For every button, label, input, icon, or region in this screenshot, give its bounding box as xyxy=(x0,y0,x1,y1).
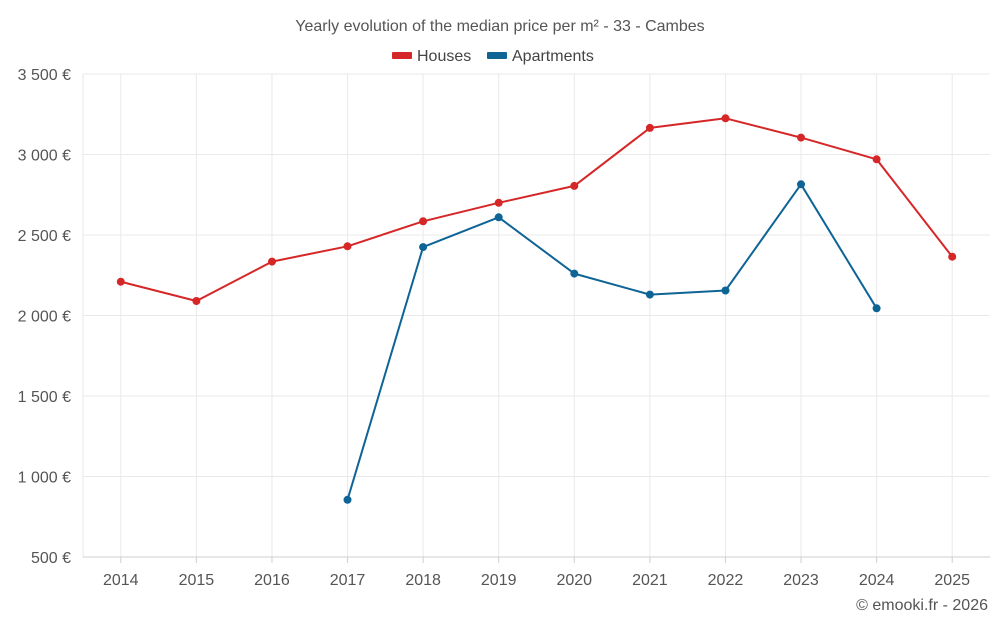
data-point-apartments[interactable] xyxy=(797,180,805,189)
data-point-apartments[interactable] xyxy=(494,213,503,222)
y-tick-label: 1 500 € xyxy=(18,389,71,406)
data-point-houses[interactable] xyxy=(797,133,805,142)
y-tick-label: 500 € xyxy=(31,550,71,567)
data-point-houses[interactable] xyxy=(343,242,352,251)
y-tick-label: 1 000 € xyxy=(18,470,71,487)
y-tick-label: 3 500 € xyxy=(18,67,71,84)
x-tick-label: 2014 xyxy=(103,572,139,589)
data-point-houses[interactable] xyxy=(872,155,881,164)
data-point-apartments[interactable] xyxy=(872,304,881,313)
data-point-houses[interactable] xyxy=(419,217,428,226)
legend-item-apartments[interactable]: Apartments xyxy=(487,48,594,65)
y-tick-label: 2 000 € xyxy=(18,309,71,326)
series-houses xyxy=(116,114,957,305)
series-line-apartments xyxy=(346,183,878,501)
series-line-houses xyxy=(120,117,953,302)
x-tick-label: 2019 xyxy=(481,572,517,589)
x-tick-label: 2015 xyxy=(179,572,215,589)
legend-swatch-houses xyxy=(392,52,412,59)
grid xyxy=(82,73,990,563)
x-tick-label: 2017 xyxy=(330,572,366,589)
data-point-houses[interactable] xyxy=(948,252,957,261)
y-tick-label: 2 500 € xyxy=(18,228,71,245)
x-tick-label: 2020 xyxy=(556,572,592,589)
x-tick-label: 2024 xyxy=(859,572,895,589)
x-tick-label: 2025 xyxy=(934,572,970,589)
legend-label-apartments: Apartments xyxy=(512,48,594,65)
series-apartments xyxy=(343,180,881,504)
data-point-houses[interactable] xyxy=(721,114,730,123)
x-tick-label: 2021 xyxy=(632,572,668,589)
y-tick-label: 3 000 € xyxy=(18,148,71,165)
x-tick-label: 2016 xyxy=(254,572,290,589)
x-axis-ticks: 2014 2015 2016 2017 2018 2019 2020 2021 2022 2023… xyxy=(103,572,970,589)
data-point-houses[interactable] xyxy=(570,181,579,190)
data-point-apartments[interactable] xyxy=(721,286,730,295)
data-point-houses[interactable] xyxy=(268,257,276,266)
legend-swatch-apartments xyxy=(487,52,507,59)
data-point-apartments[interactable] xyxy=(570,269,579,278)
credit: © emooki.fr - 2026 xyxy=(856,597,988,614)
legend: Houses Apartments xyxy=(392,48,594,65)
y-axis-ticks: 500 € 1 000 € 1 500 € 2 000 € 2 500 € 3 000 €… xyxy=(18,67,71,567)
data-point-apartments[interactable] xyxy=(343,495,352,504)
chart-title: Yearly evolution of the median price per… xyxy=(295,18,704,35)
x-tick-label: 2018 xyxy=(405,572,441,589)
data-point-houses[interactable] xyxy=(645,123,654,132)
x-tick-label: 2022 xyxy=(708,572,744,589)
x-tick-label: 2023 xyxy=(783,572,819,589)
data-point-houses[interactable] xyxy=(116,277,125,286)
legend-label-houses: Houses xyxy=(417,48,471,65)
data-point-houses[interactable] xyxy=(192,297,201,305)
data-point-apartments[interactable] xyxy=(419,243,428,252)
legend-item-houses[interactable]: Houses xyxy=(392,48,471,65)
data-point-houses[interactable] xyxy=(494,198,503,207)
series xyxy=(116,114,957,504)
data-point-apartments[interactable] xyxy=(645,290,654,299)
